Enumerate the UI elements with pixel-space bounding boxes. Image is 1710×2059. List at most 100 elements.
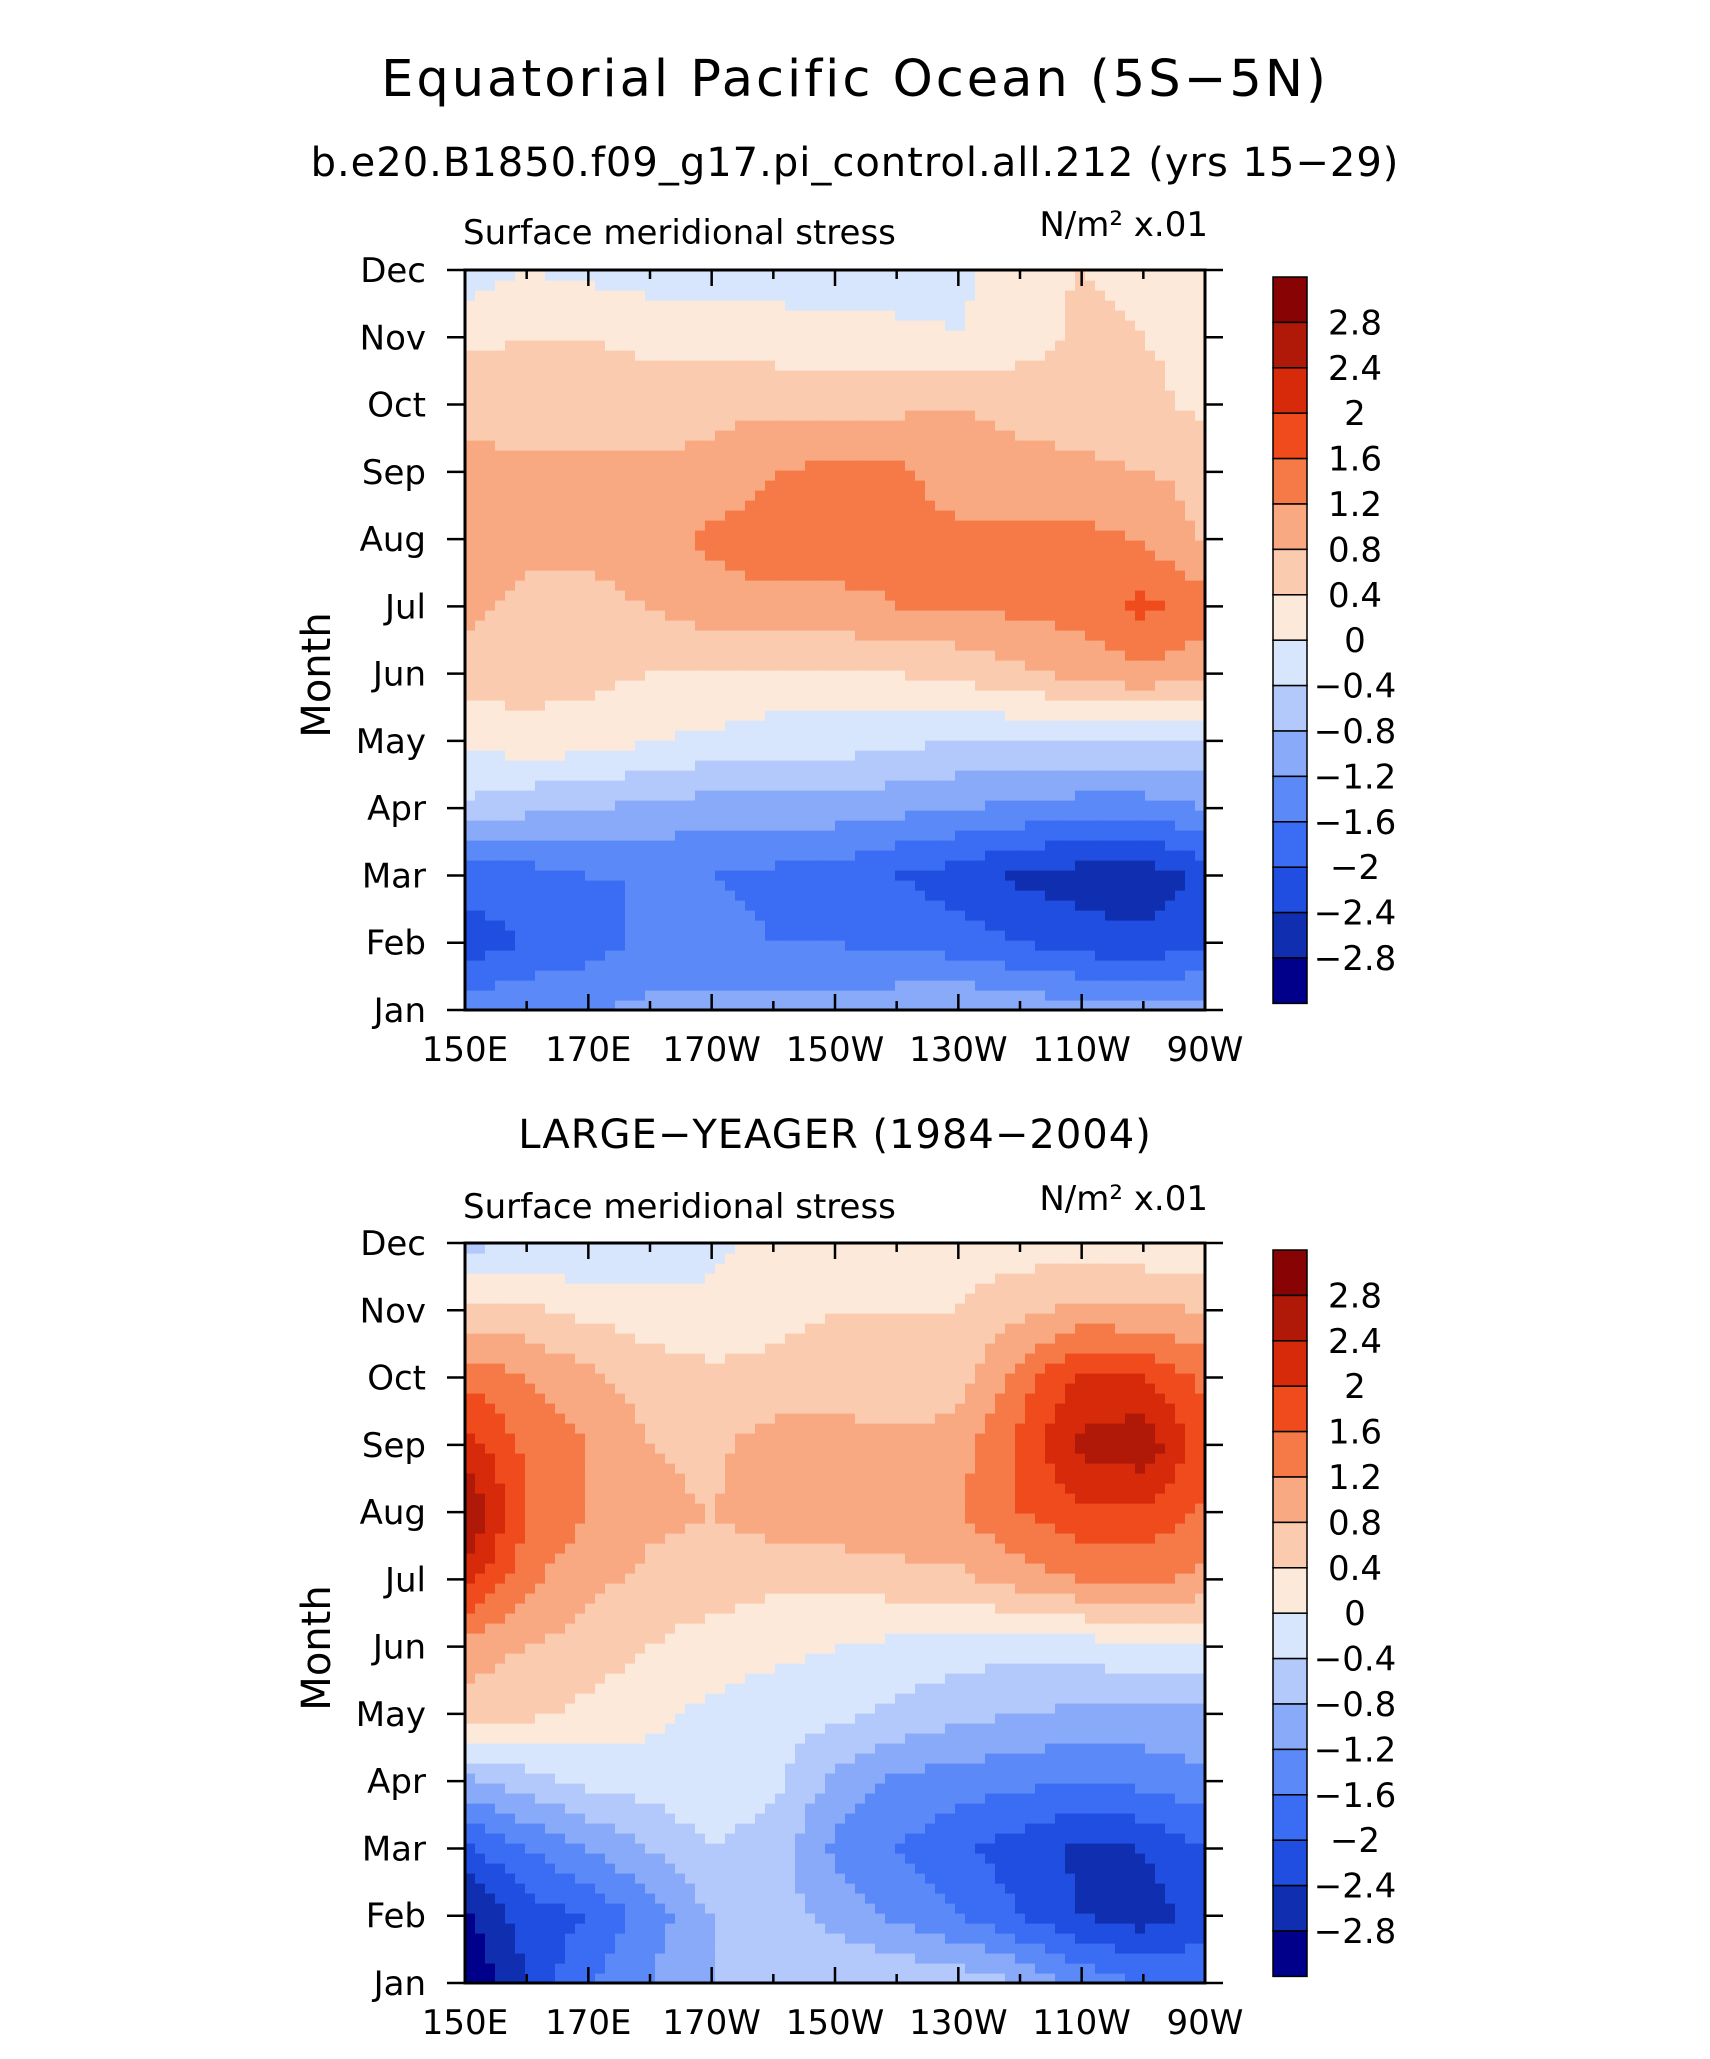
heatmap-cell (1115, 870, 1126, 881)
heatmap-cell (635, 720, 646, 731)
heatmap-cell (665, 700, 676, 711)
heatmap-cell (1035, 980, 1046, 991)
heatmap-cell (1075, 560, 1086, 571)
heatmap-cell (1045, 940, 1056, 951)
heatmap-cell (825, 680, 836, 691)
heatmap-cell (1065, 980, 1076, 991)
heatmap-cell (635, 930, 646, 941)
heatmap-cell (805, 520, 816, 531)
heatmap-cell (955, 910, 966, 921)
heatmap-cell (855, 450, 866, 461)
heatmap-cell (665, 500, 676, 511)
heatmap-cell (825, 530, 836, 541)
heatmap-cell (685, 710, 696, 721)
heatmap-cell (1135, 450, 1146, 461)
heatmap-cell (785, 530, 796, 541)
heatmap-cell (765, 390, 776, 401)
heatmap-cell (1175, 790, 1186, 801)
heatmap-cell (1015, 780, 1026, 791)
heatmap-cell (1165, 400, 1176, 411)
heatmap-cell (1025, 850, 1036, 861)
heatmap-cell (705, 750, 716, 761)
heatmap-cell (1195, 820, 1206, 831)
heatmap-cell (705, 540, 716, 551)
heatmap-cell (595, 890, 606, 901)
heatmap-cell (645, 980, 656, 991)
heatmap-cell (765, 640, 776, 651)
heatmap-cell (1095, 570, 1106, 581)
heatmap-cell (655, 650, 666, 661)
heatmap-cell (635, 990, 646, 1001)
heatmap-cell (895, 910, 906, 921)
heatmap-cell (595, 730, 606, 741)
heatmap-cell (935, 360, 946, 371)
heatmap-cell (675, 690, 686, 701)
heatmap-cell (485, 800, 496, 811)
heatmap-cell (775, 500, 786, 511)
heatmap-cell (815, 620, 826, 631)
heatmap-cell (615, 980, 626, 991)
heatmap-cell (1185, 400, 1196, 411)
heatmap-cell (815, 940, 826, 951)
heatmap-cell (515, 390, 526, 401)
heatmap-cell (845, 960, 856, 971)
heatmap-cell (595, 850, 606, 861)
heatmap-cell (975, 540, 986, 551)
heatmap-cell (825, 520, 836, 531)
heatmap-cell (595, 520, 606, 531)
heatmap-cell (845, 560, 856, 571)
heatmap-cell (1005, 850, 1016, 861)
heatmap-cell (735, 530, 746, 541)
heatmap-cell (865, 390, 876, 401)
heatmap-cell (625, 660, 636, 671)
heatmap-cell (1175, 480, 1186, 491)
heatmap-cell (635, 360, 646, 371)
heatmap-cell (965, 480, 976, 491)
heatmap-cell (735, 770, 746, 781)
heatmap-cell (665, 370, 676, 381)
heatmap-cell (1145, 910, 1156, 921)
heatmap-cell (825, 980, 836, 991)
heatmap-cell (855, 380, 866, 391)
heatmap-cell (845, 400, 856, 411)
heatmap-cell (675, 380, 686, 391)
heatmap-cell (705, 900, 716, 911)
heatmap-cell (655, 340, 666, 351)
heatmap-cell (1075, 930, 1086, 941)
heatmap-cell (715, 530, 726, 541)
heatmap-cell (755, 900, 766, 911)
heatmap-cell (885, 850, 896, 861)
heatmap-cell (545, 800, 556, 811)
heatmap-cell (575, 620, 586, 631)
heatmap-cell (985, 400, 996, 411)
heatmap-cell (845, 780, 856, 791)
heatmap-cell (1145, 870, 1156, 881)
heatmap-cell (845, 540, 856, 551)
heatmap-cell (885, 830, 896, 841)
heatmap-cell (1165, 780, 1176, 791)
heatmap-cell (515, 570, 526, 581)
heatmap-cell (485, 770, 496, 781)
heatmap-cell (505, 900, 516, 911)
heatmap-cell (985, 770, 996, 781)
heatmap-cell (1195, 870, 1206, 881)
heatmap-cell (935, 800, 946, 811)
heatmap-cell (585, 850, 596, 861)
heatmap-cell (685, 910, 696, 921)
heatmap-cell (985, 360, 996, 371)
heatmap-cell (715, 760, 726, 771)
heatmap-cell (505, 330, 516, 341)
heatmap-cell (1185, 900, 1196, 911)
heatmap-cell (615, 790, 626, 801)
heatmap-cell (1185, 550, 1196, 561)
heatmap-cell (1195, 860, 1206, 871)
heatmap-cell (845, 740, 856, 751)
heatmap-cell (1055, 1000, 1066, 1011)
heatmap-cell (785, 830, 796, 841)
heatmap-cell (765, 820, 776, 831)
heatmap-cell (795, 880, 806, 891)
heatmap-cell (785, 950, 796, 961)
heatmap-cell (535, 690, 546, 701)
heatmap-cell (625, 730, 636, 741)
heatmap-cell (795, 400, 806, 411)
